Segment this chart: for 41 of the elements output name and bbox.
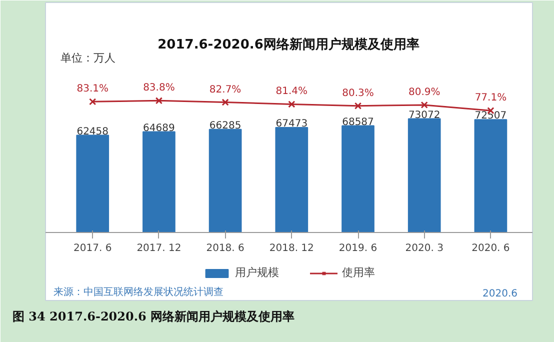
point [288,100,296,108]
bar [408,118,441,233]
x-tick-label: 2018. 12 [269,243,314,254]
bar [76,134,110,233]
data-label: 83.1% [76,84,109,95]
point [420,101,428,109]
x-tick-label: 2020. 6 [472,243,510,254]
data-label: 72507 [474,110,507,122]
data-label: 80.9% [408,86,440,98]
data-label: 82.7% [209,84,242,96]
bar [474,119,508,233]
bar [275,126,308,233]
bar [208,128,242,233]
annotation: 来源：中国互联网络发展状况统计调查 [54,286,224,298]
data-label: 64689 [143,122,175,134]
data-label: 73072 [408,110,440,121]
data-label: 62458 [76,126,109,138]
x-tick-label: 2017. 12 [136,243,182,254]
legend-label: 使用率 [342,265,375,280]
text: 2017.6-2020.6网络新闻用户规模及使用率 [158,36,420,52]
bar [142,131,176,233]
data-label: 80.3% [342,88,374,99]
x-tick-label: 2018. 6 [206,243,244,254]
bar [342,125,374,233]
annotation: 单位：万人 [60,52,116,64]
data-label: 68587 [342,116,374,128]
annotation: 2020.6 [482,288,518,300]
point [354,102,362,110]
x-tick-label: 2019. 6 [338,243,378,254]
data-label: 66285 [209,120,242,132]
data-label: 81.4% [276,86,308,98]
data-label: 83.8% [143,82,175,94]
data-label: 67473 [276,118,308,130]
data-label: 77.1% [474,92,507,104]
x-tick-label: 2020. 3 [405,243,444,254]
point [89,98,96,106]
x-tick-label: 2017. 6 [74,243,112,254]
point [155,97,163,104]
point [222,98,229,106]
legend-label: 用户规模 [235,265,279,280]
caption: 图 34 2017.6-2020.6 网络新闻用户规模及使用率 [12,310,295,324]
